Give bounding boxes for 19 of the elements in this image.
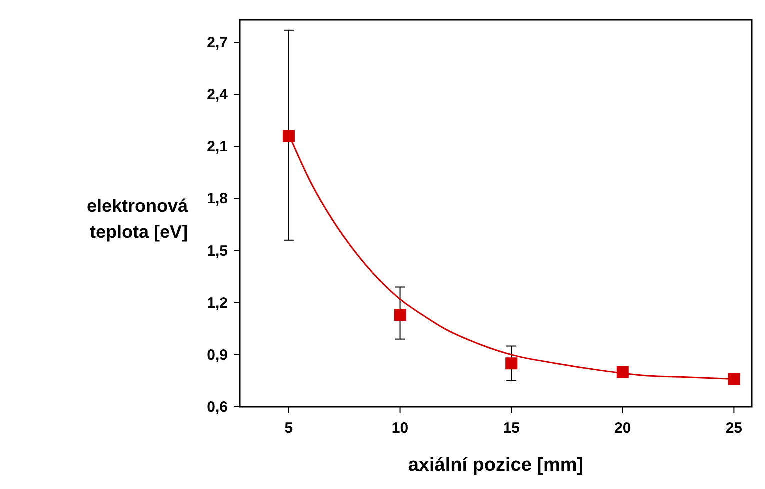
y-tick-label: 1,8: [207, 190, 228, 208]
x-tick-label: 10: [392, 420, 409, 437]
y-tick-label: 1,5: [207, 242, 228, 260]
x-tick-label: 25: [726, 420, 743, 437]
y-tick-label: 2,4: [207, 86, 229, 104]
point: [282, 130, 295, 142]
point: [506, 358, 518, 370]
x-tick-label: 15: [503, 420, 520, 437]
y-tick-label: 2,7: [207, 34, 228, 52]
y-axis-title: elektronová teplota [eV]: [86, 196, 189, 242]
x-axis-title: axiální pozice [mm]: [408, 455, 584, 476]
y-tick-label: 1,2: [207, 294, 228, 312]
y-tick-label: 0,9: [207, 346, 228, 364]
point: [394, 309, 406, 322]
point: [728, 373, 740, 386]
x-tick-label: 20: [614, 420, 632, 437]
y-tick-label: 2,1: [207, 138, 228, 156]
y-tick-label: 0,6: [207, 399, 228, 416]
x-tick-label: 5: [284, 420, 294, 437]
